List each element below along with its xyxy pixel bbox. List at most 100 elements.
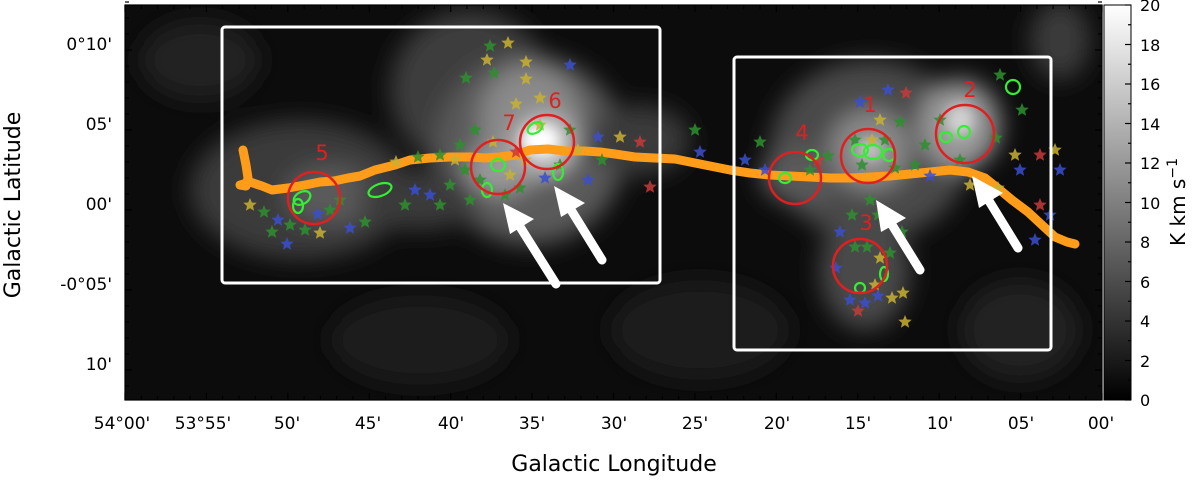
colorbar-label-main: K km s	[1166, 179, 1190, 246]
clump-label-3: 3	[859, 211, 872, 235]
yso-star-icon	[753, 135, 767, 148]
filament-spine	[235, 144, 1080, 249]
colorbar-tick-label: 6	[1140, 273, 1150, 292]
yso-star-icon	[860, 240, 874, 253]
yso-star-icon	[1053, 163, 1067, 176]
x-tick-label: 45'	[355, 414, 381, 434]
yso-star-icon	[918, 138, 932, 151]
yso-star-icon	[899, 86, 913, 99]
yso-star-icon	[509, 97, 523, 110]
yso-star-icon	[257, 205, 271, 218]
yso-star-icon	[833, 225, 847, 238]
yso-star-icon	[858, 296, 872, 309]
yso-star-icon	[533, 118, 547, 131]
x-tick-label: 10'	[927, 414, 953, 434]
colorbar-tick-label: 16	[1140, 75, 1160, 94]
yso-star-icon	[389, 155, 403, 168]
yso-star-icon	[313, 226, 327, 239]
colorbar-tick-label: 14	[1140, 115, 1160, 134]
yso-star-icon	[265, 225, 279, 238]
yso-star-icon	[871, 289, 885, 302]
yso-star-icon	[398, 198, 412, 211]
yso-star-icon	[633, 135, 647, 148]
yso-star-icon	[688, 123, 702, 136]
x-tick-label: 35'	[519, 414, 545, 434]
yso-star-icon	[843, 293, 857, 306]
yso-star-icon	[563, 58, 577, 71]
yso-star-icon	[1008, 148, 1022, 161]
clump-label-1: 1	[863, 93, 876, 117]
yso-star-icon	[873, 251, 887, 264]
clump-label-2: 2	[963, 78, 976, 102]
yso-star-icon	[358, 215, 372, 228]
yso-star-icon	[343, 221, 357, 234]
yso-star-icon	[459, 71, 473, 84]
colorbar-tick-label: 10	[1140, 194, 1160, 213]
x-tick-label: 05'	[1008, 414, 1034, 434]
yso-star-icon	[855, 158, 869, 171]
x-tick-label: 40'	[438, 414, 464, 434]
region-box-right	[732, 55, 1053, 352]
y-tick-labels: 0°10' 05' 00' -0°05' 10'	[60, 35, 112, 375]
y-tick-label: 00'	[86, 195, 112, 215]
yso-star-icon	[283, 218, 297, 231]
yso-star-icon	[878, 133, 892, 146]
colorbar-tick-label: 0	[1140, 391, 1150, 410]
yso-star-icon	[487, 66, 501, 79]
colorbar-tick-label: 2	[1140, 352, 1150, 371]
colorbar-tick-label: 8	[1140, 233, 1150, 252]
y-tick-label: -0°05'	[60, 275, 112, 295]
x-tick-label: 54°00'	[94, 414, 150, 434]
yso-star-icon	[868, 278, 882, 291]
clump-label-5: 5	[315, 141, 328, 165]
yso-star-icon	[298, 223, 312, 236]
axis-ticks	[124, 1, 1103, 400]
colorbar-tick-label: 4	[1140, 312, 1150, 331]
yso-star-icon	[853, 95, 867, 108]
core-ellipses	[291, 78, 1022, 295]
colorbar: 0 2 4 6 8 10 12 14 16 18 20 K km s−1	[1103, 0, 1190, 410]
yso-star-icon	[483, 39, 497, 52]
yso-star-icon	[501, 36, 515, 49]
arrow-1	[503, 203, 561, 289]
yso-star-icon	[923, 169, 937, 182]
yso-star-icon	[1028, 233, 1042, 246]
yso-star-icon	[408, 183, 422, 196]
yso-star-icon	[908, 158, 922, 171]
yso-star-icon	[519, 55, 533, 68]
colorbar-tick-label: 18	[1140, 36, 1160, 55]
yso-star-icon	[896, 286, 910, 299]
yso-star-icon	[453, 138, 467, 151]
yso-star-icon	[503, 168, 517, 181]
yso-star-icon	[1033, 198, 1047, 211]
yso-star-icon	[863, 193, 877, 206]
colorbar-tick-labels: 0 2 4 6 8 10 12 14 16 18 20	[1140, 0, 1160, 410]
yso-star-icon	[509, 145, 523, 158]
y-tick-label: 05'	[86, 115, 112, 135]
yso-star-icon	[538, 171, 552, 184]
yso-star-icon	[693, 145, 707, 158]
yso-star-icon	[845, 208, 859, 221]
colorbar-tick-label: 20	[1140, 0, 1160, 15]
yso-star-icon	[458, 163, 472, 176]
yso-star-icon	[898, 315, 912, 328]
yso-star-icon	[480, 53, 494, 66]
yso-star-icon	[243, 198, 257, 211]
yso-star-icon	[643, 180, 657, 193]
arrow-3	[876, 200, 925, 275]
clump-label-6: 6	[548, 89, 561, 113]
arrow-4	[972, 176, 1023, 253]
x-tick-label: 25'	[682, 414, 708, 434]
x-axis-label: Galactic Longitude	[511, 452, 716, 477]
yso-star-icon	[1013, 163, 1027, 176]
clump-circles	[286, 103, 996, 295]
yso-star-icon	[848, 133, 862, 146]
yso-star-icon	[323, 203, 337, 216]
x-tick-label: 30'	[601, 414, 627, 434]
arrows	[503, 176, 1023, 289]
yso-star-icon	[881, 83, 895, 96]
yso-star-icon	[468, 123, 482, 136]
yso-star-icon	[738, 153, 752, 166]
colorbar-label: K km s−1	[1165, 158, 1190, 246]
